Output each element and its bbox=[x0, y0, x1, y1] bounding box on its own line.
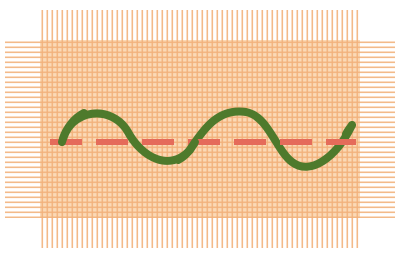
page: (() => { const data = JSON.parse(documen… bbox=[0, 0, 400, 254]
fabric-illustration bbox=[0, 0, 400, 254]
green-thread-over bbox=[346, 125, 352, 134]
